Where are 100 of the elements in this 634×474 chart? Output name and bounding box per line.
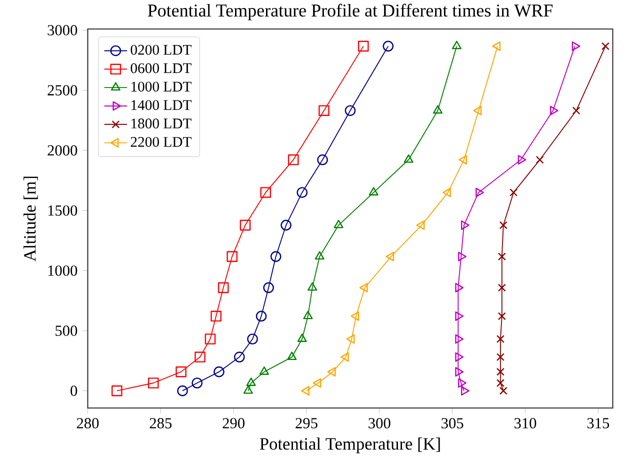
point bbox=[218, 282, 229, 294]
point bbox=[498, 252, 506, 261]
legend-label: 2200 LDT bbox=[130, 136, 192, 147]
point bbox=[204, 334, 216, 344]
point bbox=[256, 310, 267, 322]
legend-label: 0200 LDT bbox=[130, 44, 192, 55]
point bbox=[327, 367, 336, 377]
point bbox=[247, 334, 258, 344]
y-axis-title: Altitude [m] bbox=[24, 176, 38, 262]
point bbox=[314, 251, 324, 260]
point bbox=[382, 40, 394, 52]
point bbox=[536, 156, 544, 164]
y-tick-label: 1000 bbox=[48, 265, 78, 276]
point bbox=[234, 352, 245, 362]
point bbox=[498, 284, 506, 292]
x-tick-label: 290 bbox=[222, 418, 244, 428]
point bbox=[473, 106, 482, 116]
chart-title: Potential Temperature Profile at Different times in WRF bbox=[148, 4, 553, 20]
point bbox=[226, 251, 238, 262]
point bbox=[308, 282, 318, 291]
point bbox=[386, 252, 394, 262]
point bbox=[240, 220, 251, 231]
point bbox=[572, 41, 580, 51]
point bbox=[458, 252, 466, 262]
point bbox=[496, 335, 504, 343]
legend-label: 1400 LDT bbox=[132, 100, 192, 110]
point bbox=[455, 334, 464, 344]
x-tick-label: 305 bbox=[442, 418, 464, 428]
point bbox=[496, 353, 504, 362]
point bbox=[260, 187, 272, 198]
point bbox=[280, 220, 292, 231]
x-tick-label: 280 bbox=[76, 418, 99, 428]
point bbox=[601, 42, 610, 50]
point bbox=[177, 385, 188, 396]
point bbox=[458, 378, 466, 388]
y-tick-label: 500 bbox=[56, 326, 78, 336]
point bbox=[194, 352, 206, 362]
x-tick-label: 300 bbox=[368, 418, 390, 428]
legend-label: 1000 LDT bbox=[132, 82, 192, 92]
point bbox=[358, 40, 369, 52]
point bbox=[404, 154, 414, 163]
point bbox=[344, 105, 356, 116]
legend-label: 0600 LDT bbox=[130, 63, 192, 74]
point bbox=[452, 40, 462, 50]
point bbox=[112, 385, 122, 396]
point bbox=[460, 386, 470, 396]
point bbox=[263, 282, 274, 294]
x-tick-label: 315 bbox=[587, 418, 610, 428]
point bbox=[246, 378, 256, 386]
point bbox=[340, 352, 349, 362]
y-tick-label: 3000 bbox=[48, 25, 78, 36]
x-tick-label: 285 bbox=[150, 418, 172, 428]
point bbox=[148, 378, 159, 388]
point bbox=[498, 312, 506, 320]
point bbox=[455, 352, 464, 362]
point bbox=[176, 366, 186, 378]
point bbox=[270, 251, 282, 262]
point bbox=[243, 385, 253, 394]
point bbox=[550, 106, 558, 116]
point bbox=[442, 188, 451, 198]
point bbox=[455, 367, 464, 377]
point bbox=[312, 378, 322, 388]
point bbox=[297, 334, 307, 342]
x-tick-label: 295 bbox=[296, 418, 318, 428]
point bbox=[359, 282, 368, 292]
y-tick-label: 2000 bbox=[48, 145, 78, 156]
point bbox=[455, 282, 464, 292]
point bbox=[496, 379, 504, 387]
y-tick-label: 0 bbox=[70, 386, 78, 396]
point bbox=[350, 311, 360, 321]
point bbox=[492, 41, 501, 51]
point bbox=[214, 366, 224, 378]
point bbox=[460, 220, 470, 230]
point bbox=[518, 155, 526, 165]
point bbox=[210, 310, 222, 322]
legend-label: 1800 LDT bbox=[132, 118, 192, 128]
point bbox=[259, 366, 269, 375]
point bbox=[458, 155, 467, 165]
point bbox=[496, 368, 504, 376]
point bbox=[455, 311, 464, 321]
point bbox=[287, 352, 297, 360]
point bbox=[192, 378, 203, 388]
point bbox=[368, 187, 378, 196]
point bbox=[288, 154, 299, 166]
point bbox=[416, 220, 425, 230]
point bbox=[346, 334, 355, 344]
y-tick-label: 2500 bbox=[48, 85, 78, 96]
point bbox=[572, 106, 580, 115]
point bbox=[499, 221, 508, 230]
x-axis-title: Potential Temperature [K] bbox=[260, 438, 440, 454]
point bbox=[334, 220, 344, 228]
point bbox=[296, 187, 308, 198]
point bbox=[476, 188, 484, 198]
point bbox=[317, 154, 328, 166]
point bbox=[301, 386, 310, 396]
x-tick-label: 310 bbox=[514, 418, 536, 428]
point bbox=[499, 386, 508, 395]
point bbox=[303, 310, 313, 320]
point bbox=[318, 105, 330, 116]
y-tick-label: 1500 bbox=[48, 205, 78, 216]
